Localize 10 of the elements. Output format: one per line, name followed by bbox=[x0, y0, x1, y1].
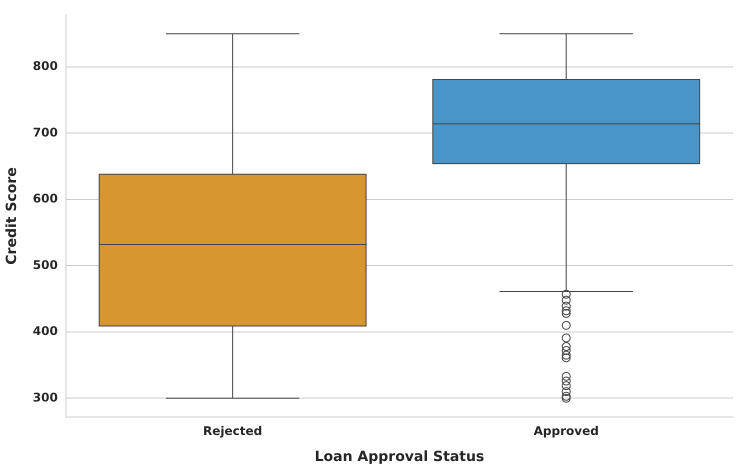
y-tick-label: 800 bbox=[32, 59, 58, 74]
y-tick-label: 300 bbox=[32, 390, 58, 404]
y-tick-label: 400 bbox=[32, 324, 58, 338]
y-axis-title: Credit Score bbox=[4, 167, 20, 265]
y-tick-label: 600 bbox=[32, 192, 58, 206]
x-tick-label: Rejected bbox=[203, 424, 262, 438]
y-tick-label: 700 bbox=[32, 125, 58, 140]
y-tick-label: 500 bbox=[32, 258, 58, 272]
x-axis-title: Loan Approval Status bbox=[314, 449, 484, 466]
x-tick-label: Approved bbox=[534, 424, 599, 438]
